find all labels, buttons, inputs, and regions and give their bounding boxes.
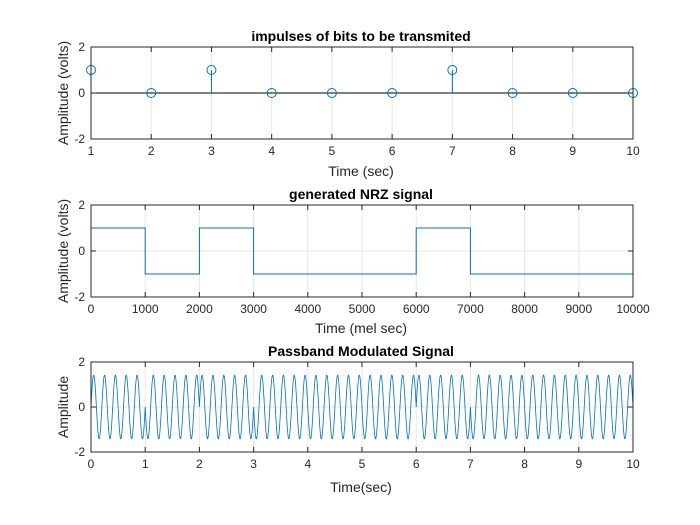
subplot-1-xtick-label: 8 bbox=[509, 144, 516, 158]
subplot-3-xlabel: Time(sec) bbox=[330, 479, 392, 495]
subplot-3-title: Passband Modulated Signal bbox=[268, 343, 454, 359]
subplot-2-ylabel: Amplitude (volts) bbox=[55, 199, 71, 303]
subplot-3-xtick-label: 3 bbox=[250, 457, 257, 471]
subplot-1-stem-marker bbox=[326, 88, 337, 98]
subplot-1-stem-marker bbox=[387, 88, 398, 98]
subplot-1: impulses of bits to be transmited Time (… bbox=[55, 28, 640, 179]
subplot-3-modulated-line bbox=[90, 374, 634, 440]
subplot-3-xtick-label: 5 bbox=[359, 457, 366, 471]
subplot-2-xtick-label: 7000 bbox=[457, 302, 484, 316]
subplot-1-stem-marker bbox=[567, 88, 578, 98]
subplot-1-xtick-label: 3 bbox=[208, 144, 215, 158]
subplot-3-ytick-label: 2 bbox=[78, 355, 85, 369]
subplot-1-stem-marker bbox=[146, 88, 157, 98]
subplot-1-ylabel: Amplitude (volts) bbox=[55, 41, 71, 145]
subplot-2-xtick-label: 4000 bbox=[294, 302, 321, 316]
subplot-2-xtick-label: 9000 bbox=[565, 302, 592, 316]
subplot-3-xtick-label: 4 bbox=[304, 457, 311, 471]
subplot-1-stem-marker bbox=[447, 65, 458, 75]
subplot-1-xtick-label: 4 bbox=[268, 144, 275, 158]
subplot-1-stem-marker bbox=[266, 88, 277, 98]
subplot-3: Passband Modulated Signal Time(sec) Ampl… bbox=[55, 343, 640, 495]
subplot-3-ytick-label: -2 bbox=[74, 445, 85, 459]
subplot-2-xtick-label: 0 bbox=[88, 302, 95, 316]
subplot-2-nrz-line bbox=[91, 227, 633, 275]
subplot-1-xtick-label: 6 bbox=[389, 144, 396, 158]
subplot-3-xtick-label: 10 bbox=[626, 457, 640, 471]
subplot-1-title: impulses of bits to be transmited bbox=[251, 28, 470, 44]
subplot-2-title: generated NRZ signal bbox=[289, 186, 433, 202]
subplot-2-xtick-label: 8000 bbox=[511, 302, 538, 316]
subplot-3-xtick-label: 9 bbox=[575, 457, 582, 471]
subplot-3-xtick-label: 8 bbox=[521, 457, 528, 471]
subplot-1-ytick-label: -2 bbox=[74, 132, 85, 146]
subplot-2-xtick-label: 2000 bbox=[186, 302, 213, 316]
subplot-3-ytick-label: 0 bbox=[78, 400, 85, 414]
subplot-2-xtick-label: 5000 bbox=[349, 302, 376, 316]
subplot-2-ytick-label: 0 bbox=[78, 244, 85, 258]
subplot-2-xtick-label: 1000 bbox=[132, 302, 159, 316]
subplot-3-xtick-label: 2 bbox=[196, 457, 203, 471]
subplot-1-xtick-label: 2 bbox=[148, 144, 155, 158]
subplot-2-xtick-label: 6000 bbox=[403, 302, 430, 316]
subplot-2-xtick-label: 3000 bbox=[240, 302, 267, 316]
subplot-2: generated NRZ signal Time (mel sec) Ampl… bbox=[55, 186, 650, 336]
subplot-3-xtick-label: 7 bbox=[467, 457, 474, 471]
subplot-2-ytick-label: -2 bbox=[74, 290, 85, 304]
subplot-1-stem-marker bbox=[206, 65, 217, 75]
subplot-1-xtick-label: 1 bbox=[88, 144, 95, 158]
subplot-2-ytick-label: 2 bbox=[78, 198, 85, 212]
subplot-2-xlabel: Time (mel sec) bbox=[315, 320, 407, 336]
subplot-1-xtick-label: 7 bbox=[449, 144, 456, 158]
subplot-1-xtick-label: 9 bbox=[569, 144, 576, 158]
subplot-1-xlabel: Time (sec) bbox=[328, 163, 394, 179]
subplot-1-xtick-label: 5 bbox=[329, 144, 336, 158]
subplot-1-stem-marker bbox=[507, 88, 518, 98]
subplot-3-xtick-label: 0 bbox=[88, 457, 95, 471]
subplot-1-ytick-label: 2 bbox=[78, 40, 85, 54]
subplot-3-xtick-label: 6 bbox=[413, 457, 420, 471]
subplot-1-ytick-label: 0 bbox=[78, 86, 85, 100]
subplot-2-xtick-label: 10000 bbox=[616, 302, 650, 316]
subplot-3-xtick-label: 1 bbox=[142, 457, 149, 471]
subplot-3-ylabel: Amplitude bbox=[55, 376, 71, 438]
subplot-1-xtick-label: 10 bbox=[626, 144, 640, 158]
